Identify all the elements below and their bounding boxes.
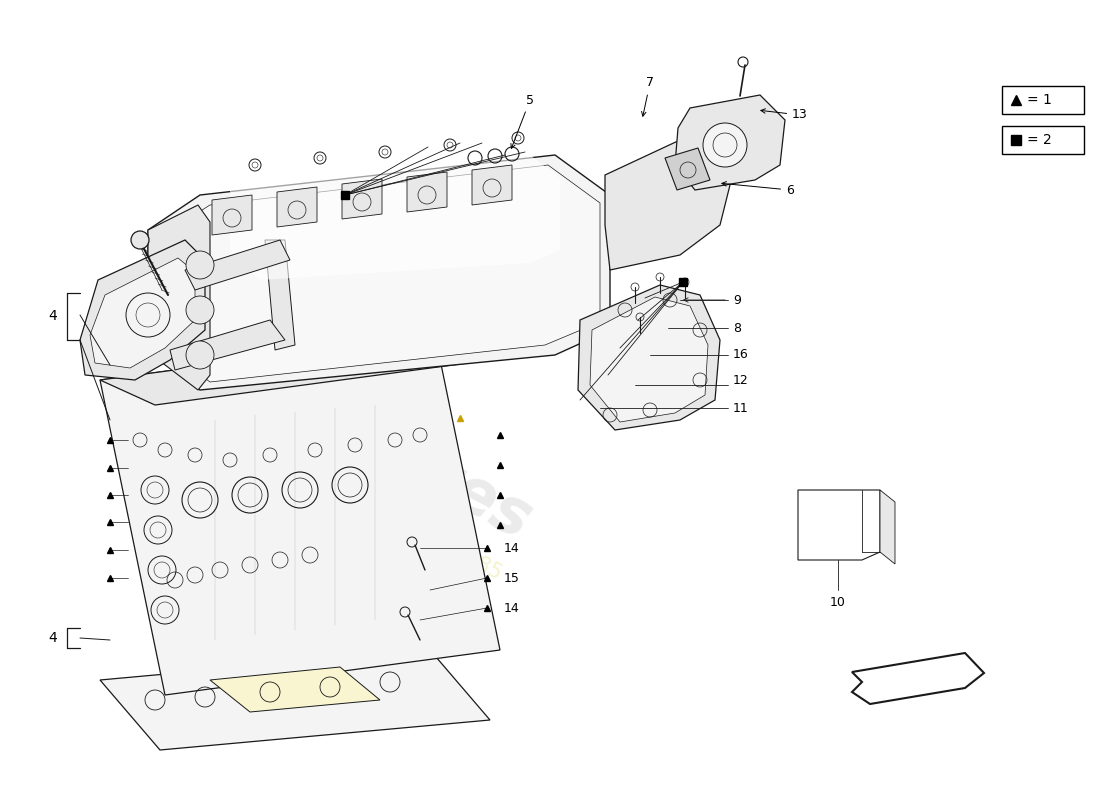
Circle shape <box>186 251 214 279</box>
Text: 10: 10 <box>830 595 846 609</box>
Polygon shape <box>212 195 252 235</box>
Text: = 2: = 2 <box>1027 133 1052 147</box>
Polygon shape <box>100 650 490 750</box>
Polygon shape <box>277 187 317 227</box>
Polygon shape <box>605 140 730 270</box>
Polygon shape <box>185 240 290 290</box>
Circle shape <box>186 341 214 369</box>
Circle shape <box>186 296 214 324</box>
Polygon shape <box>100 335 490 405</box>
Polygon shape <box>472 165 512 205</box>
Text: 7: 7 <box>641 77 654 116</box>
Text: 4: 4 <box>48 631 57 645</box>
Text: 9: 9 <box>733 294 741 306</box>
Text: a part of yours since 1985: a part of yours since 1985 <box>254 437 506 583</box>
Text: 13: 13 <box>761 109 807 122</box>
Polygon shape <box>407 172 447 212</box>
Text: = 1: = 1 <box>1027 93 1052 107</box>
Polygon shape <box>158 165 600 382</box>
Polygon shape <box>666 148 710 190</box>
Polygon shape <box>852 653 984 704</box>
Text: eurospares: eurospares <box>157 308 543 552</box>
Text: 14: 14 <box>504 542 519 554</box>
FancyBboxPatch shape <box>1002 126 1084 154</box>
Polygon shape <box>880 490 895 564</box>
Polygon shape <box>170 320 285 370</box>
Polygon shape <box>148 155 610 390</box>
Polygon shape <box>148 205 210 390</box>
Text: 11: 11 <box>733 402 749 414</box>
Polygon shape <box>100 335 500 695</box>
Text: 8: 8 <box>733 322 741 334</box>
Text: 16: 16 <box>733 349 749 362</box>
Polygon shape <box>210 667 380 712</box>
Polygon shape <box>798 490 880 560</box>
Polygon shape <box>590 297 708 422</box>
Circle shape <box>131 231 149 249</box>
Polygon shape <box>578 285 720 430</box>
Text: 15: 15 <box>504 571 520 585</box>
Text: 14: 14 <box>504 602 519 614</box>
FancyBboxPatch shape <box>1002 86 1084 114</box>
Polygon shape <box>265 240 295 350</box>
Circle shape <box>703 123 747 167</box>
Text: 5: 5 <box>510 94 534 148</box>
Polygon shape <box>90 258 195 368</box>
Text: 6: 6 <box>722 182 794 197</box>
Text: 4: 4 <box>48 309 57 323</box>
Polygon shape <box>80 240 205 380</box>
Text: 12: 12 <box>733 374 749 386</box>
Polygon shape <box>675 95 785 190</box>
Polygon shape <box>342 179 382 219</box>
Polygon shape <box>230 155 560 280</box>
